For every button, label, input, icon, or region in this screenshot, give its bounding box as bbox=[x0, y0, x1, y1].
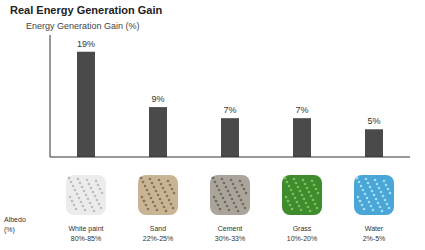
svg-text:2%-5%: 2%-5% bbox=[363, 235, 386, 242]
svg-text:White paint: White paint bbox=[68, 225, 103, 233]
svg-text:5%: 5% bbox=[367, 116, 380, 126]
svg-text:19%: 19% bbox=[77, 39, 95, 49]
html-text:Real Energy Generation Gain: Real Energy Generation Gain bbox=[10, 4, 163, 16]
svg-text:7%: 7% bbox=[295, 105, 308, 115]
svg-text:9%: 9% bbox=[151, 94, 164, 104]
html-text:Albedo: Albedo bbox=[4, 216, 26, 223]
svg-text:10%-20%: 10%-20% bbox=[287, 235, 317, 242]
svg-text:22%-25%: 22%-25% bbox=[143, 235, 173, 242]
svg-text:Cement: Cement bbox=[218, 225, 243, 232]
svg-text:Sand: Sand bbox=[150, 225, 166, 232]
svg-text:80%-85%: 80%-85% bbox=[71, 235, 101, 242]
svg-text:30%-33%: 30%-33% bbox=[215, 235, 245, 242]
svg-text:Water: Water bbox=[365, 225, 384, 232]
html-text:Energy Generation Gain (%): Energy Generation Gain (%) bbox=[26, 21, 140, 31]
svg-text:7%: 7% bbox=[223, 105, 236, 115]
svg-text:Grass: Grass bbox=[293, 225, 312, 232]
